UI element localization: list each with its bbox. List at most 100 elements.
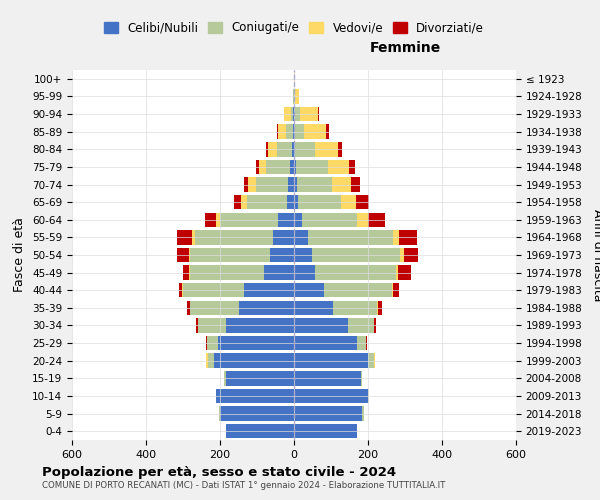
Bar: [326, 124, 329, 139]
Bar: [190, 300, 239, 315]
Bar: [277, 124, 278, 139]
Bar: [182, 266, 189, 280]
Bar: [294, 248, 312, 262]
Bar: [325, 283, 392, 298]
Bar: [366, 336, 367, 350]
Bar: [294, 142, 295, 156]
Bar: [312, 248, 400, 262]
Bar: [392, 283, 393, 298]
Bar: [195, 230, 272, 244]
Bar: [226, 318, 294, 332]
Bar: [216, 388, 294, 403]
Bar: [374, 318, 376, 332]
Bar: [244, 283, 294, 298]
Bar: [226, 371, 294, 386]
Bar: [294, 318, 347, 332]
Bar: [278, 124, 286, 139]
Bar: [220, 212, 278, 227]
Bar: [368, 212, 385, 227]
Bar: [217, 212, 220, 227]
Bar: [295, 107, 300, 122]
Bar: [404, 248, 418, 262]
Bar: [374, 354, 376, 368]
Bar: [333, 300, 377, 315]
Bar: [295, 142, 316, 156]
Bar: [361, 371, 362, 386]
Bar: [239, 300, 294, 315]
Bar: [259, 160, 266, 174]
Bar: [196, 318, 198, 332]
Bar: [294, 212, 302, 227]
Bar: [278, 212, 294, 227]
Bar: [316, 266, 396, 280]
Bar: [272, 230, 294, 244]
Bar: [277, 142, 292, 156]
Bar: [218, 336, 294, 350]
Bar: [347, 318, 374, 332]
Y-axis label: Anni di nascita: Anni di nascita: [591, 209, 600, 301]
Bar: [192, 230, 195, 244]
Bar: [179, 283, 182, 298]
Bar: [294, 283, 325, 298]
Bar: [296, 160, 328, 174]
Bar: [294, 72, 295, 86]
Bar: [266, 142, 268, 156]
Bar: [187, 300, 190, 315]
Bar: [266, 160, 290, 174]
Bar: [398, 266, 411, 280]
Bar: [295, 89, 299, 104]
Bar: [214, 354, 294, 368]
Bar: [293, 124, 294, 139]
Legend: Celibi/Nubili, Coniugati/e, Vedovi/e, Divorziati/e: Celibi/Nubili, Coniugati/e, Vedovi/e, Di…: [99, 16, 489, 39]
Bar: [244, 178, 248, 192]
Bar: [294, 230, 308, 244]
Bar: [357, 336, 366, 350]
Bar: [292, 142, 294, 156]
Bar: [288, 178, 294, 192]
Bar: [332, 178, 350, 192]
Bar: [270, 248, 294, 262]
Bar: [308, 230, 393, 244]
Bar: [190, 266, 265, 280]
Bar: [183, 283, 244, 298]
Text: COMUNE DI PORTO RECANATI (MC) - Dati ISTAT 1° gennaio 2024 - Elaborazione TUTTIT: COMUNE DI PORTO RECANATI (MC) - Dati IST…: [42, 481, 445, 490]
Bar: [219, 406, 220, 421]
Bar: [295, 124, 304, 139]
Bar: [256, 178, 288, 192]
Bar: [247, 195, 287, 210]
Bar: [297, 178, 332, 192]
Bar: [393, 230, 399, 244]
Bar: [256, 160, 259, 174]
Bar: [349, 160, 355, 174]
Bar: [357, 212, 368, 227]
Bar: [182, 283, 183, 298]
Bar: [298, 195, 341, 210]
Bar: [362, 406, 364, 421]
Text: Femmine: Femmine: [370, 41, 440, 55]
Bar: [265, 266, 294, 280]
Bar: [328, 160, 349, 174]
Bar: [304, 124, 326, 139]
Bar: [378, 300, 382, 315]
Bar: [177, 230, 192, 244]
Bar: [393, 283, 400, 298]
Bar: [400, 248, 404, 262]
Bar: [350, 178, 360, 192]
Bar: [338, 142, 342, 156]
Bar: [302, 212, 357, 227]
Bar: [316, 142, 338, 156]
Bar: [294, 406, 362, 421]
Bar: [286, 124, 293, 139]
Bar: [226, 424, 294, 438]
Bar: [215, 388, 216, 403]
Bar: [290, 160, 294, 174]
Bar: [208, 354, 214, 368]
Bar: [294, 195, 298, 210]
Bar: [368, 388, 369, 403]
Bar: [189, 266, 190, 280]
Bar: [293, 107, 294, 122]
Bar: [220, 406, 294, 421]
Bar: [294, 178, 297, 192]
Bar: [268, 142, 277, 156]
Bar: [356, 195, 369, 210]
